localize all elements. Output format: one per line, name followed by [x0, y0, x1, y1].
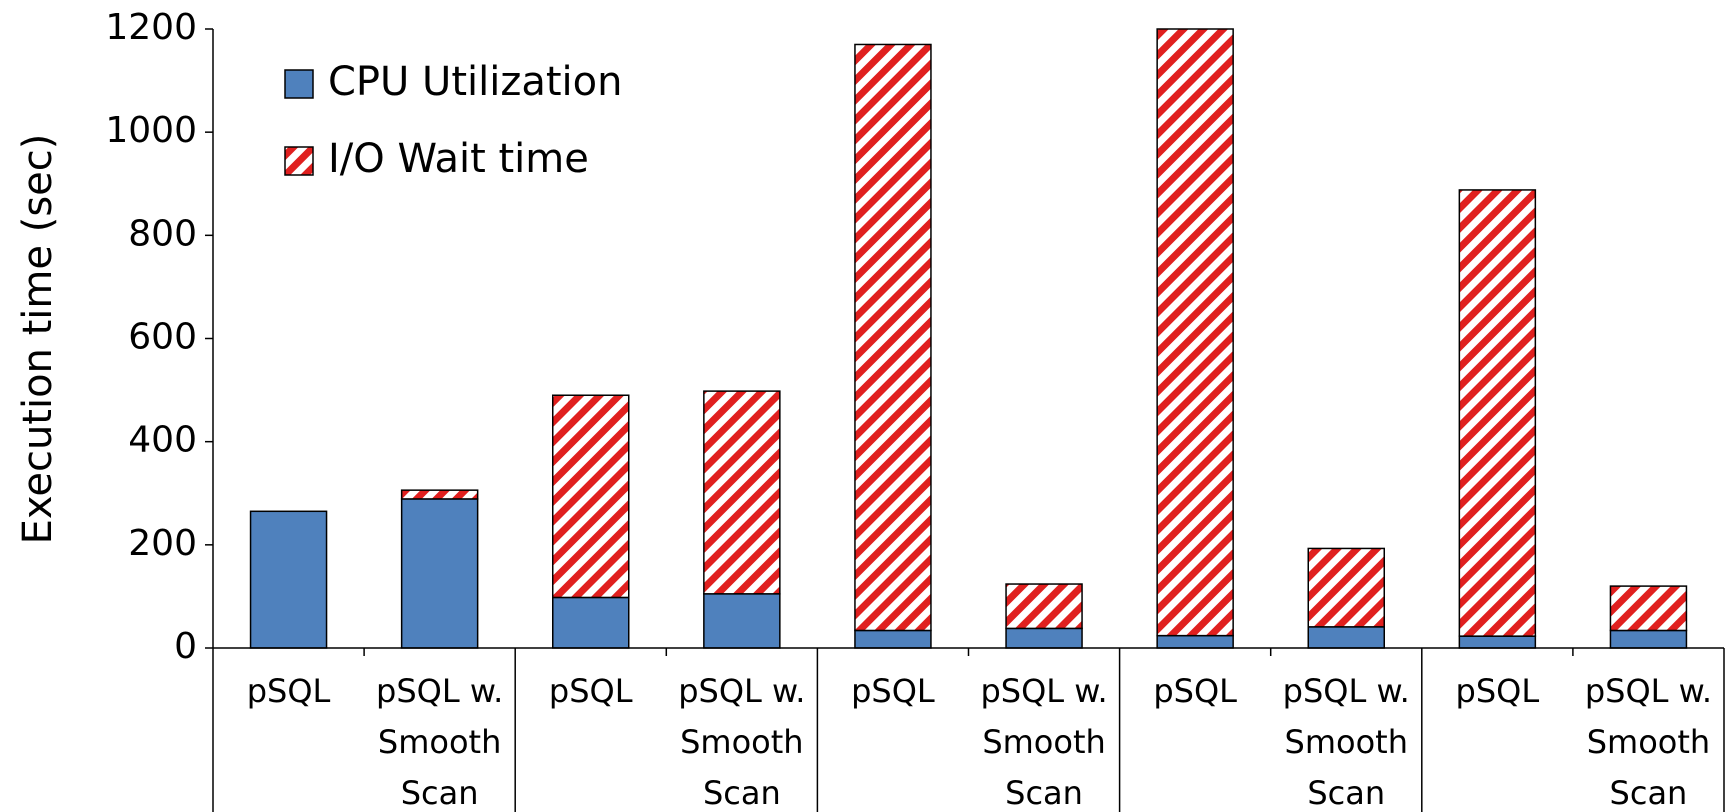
legend-swatch [284, 146, 314, 176]
x-tick-label: pSQL [1153, 672, 1237, 710]
bar-segment [1005, 627, 1083, 649]
bar-segment [703, 593, 781, 649]
y-tick-label: 400 [128, 420, 197, 461]
bar-segment [1458, 189, 1537, 637]
y-tick-label: 1200 [105, 7, 197, 48]
x-tick-label: pSQL w. Smooth Scan [678, 672, 806, 812]
legend-label: CPU Utilization [328, 59, 622, 105]
x-tick-label: pSQL [851, 672, 935, 710]
x-tick-label: pSQL [246, 672, 331, 710]
x-tick-label: pSQL [548, 672, 633, 710]
bar-segment [400, 498, 479, 649]
y-axis-title: Execution time (sec) [15, 134, 61, 545]
bar-segment [400, 489, 479, 500]
bar-segment [552, 394, 630, 599]
bar-segment [1156, 28, 1234, 637]
x-tick-label: pSQL w. Smooth Scan [1282, 672, 1410, 812]
legend-label: I/O Wait time [328, 136, 589, 182]
bar-segment [1156, 634, 1234, 649]
bar-segment [854, 43, 932, 632]
y-tick-label: 0 [174, 626, 197, 667]
y-tick-label: 800 [128, 213, 197, 254]
bar-segment [552, 596, 630, 649]
bar-segment [1307, 547, 1385, 628]
x-tick-label: pSQL w. Smooth Scan [376, 672, 504, 812]
x-tick-label: pSQL [1455, 672, 1540, 710]
bar-segment [703, 390, 781, 595]
bar-segment [1609, 629, 1688, 649]
bar-segment [1458, 635, 1537, 649]
legend-swatch [284, 69, 314, 99]
bar-segment [854, 629, 932, 649]
x-tick-label: pSQL w. Smooth Scan [1584, 672, 1713, 812]
y-tick-label: 200 [128, 523, 197, 564]
bar-segment [249, 510, 328, 649]
bar-segment [1609, 585, 1688, 632]
y-tick-label: 600 [128, 317, 197, 358]
bar-segment [1307, 626, 1385, 649]
x-tick-label: pSQL w. Smooth Scan [980, 672, 1108, 812]
bar-segment [1005, 583, 1083, 630]
y-tick-label: 1000 [105, 110, 197, 151]
